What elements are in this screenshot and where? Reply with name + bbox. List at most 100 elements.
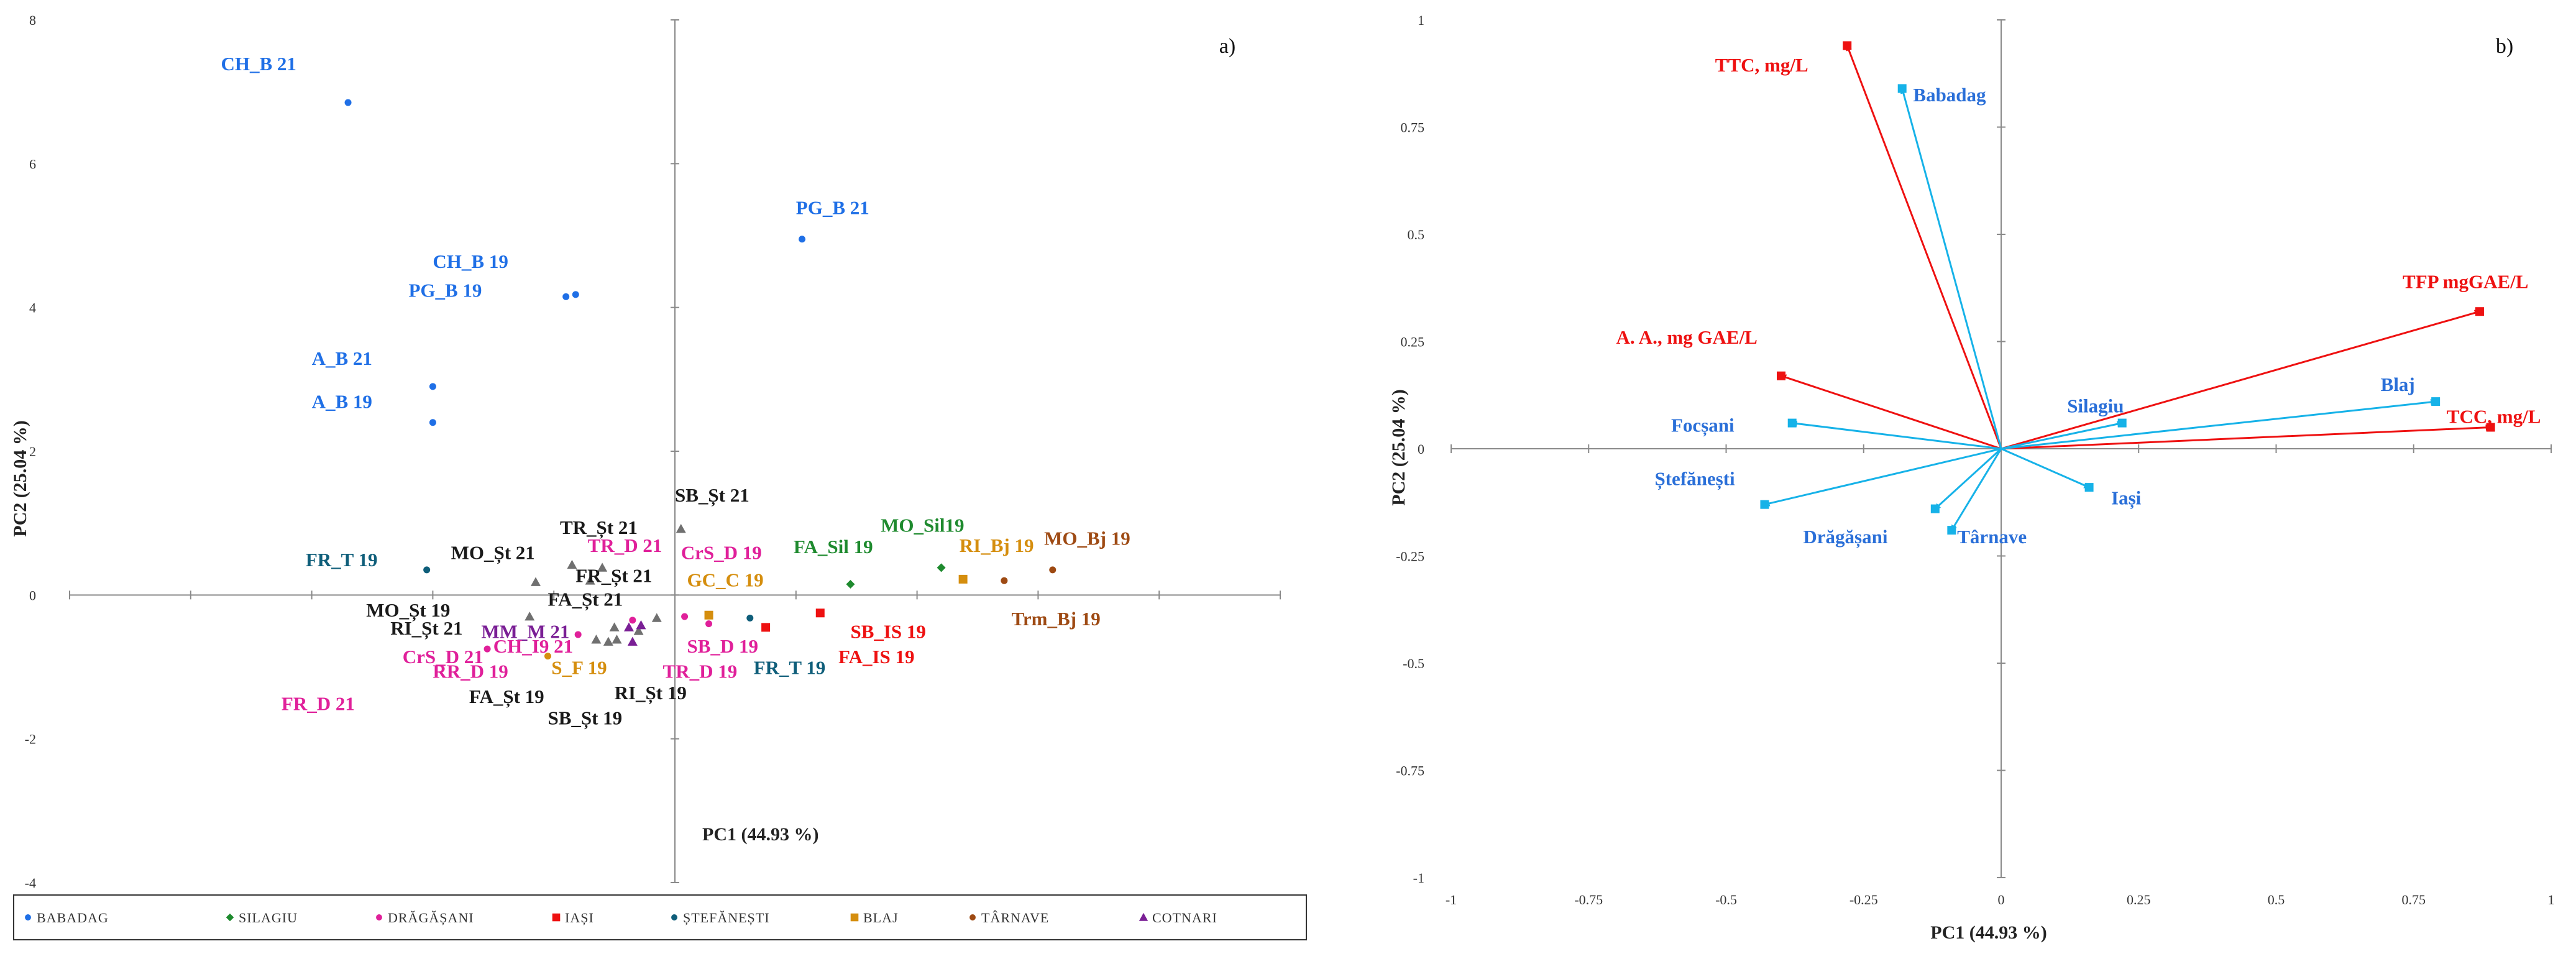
score-point	[815, 608, 825, 618]
score-point	[681, 613, 689, 620]
panel-b-x-axis-title: PC1 (44.93 %)	[1930, 922, 2047, 943]
loading-vector	[2001, 398, 2437, 450]
loading-vector	[1846, 44, 2002, 449]
panel-b-x-tick-label: 0	[1998, 892, 2005, 907]
score-point	[704, 610, 713, 620]
score-point-label: CH_I9 21	[493, 635, 573, 657]
loading-vector-endpoint	[1930, 504, 1940, 513]
score-point	[705, 620, 713, 628]
panel-a-x-axis-title: PC1 (44.93 %)	[702, 824, 818, 845]
score-point	[676, 523, 686, 533]
score-point-label: SB_D 19	[687, 635, 758, 657]
score-point	[1049, 566, 1057, 574]
legend-marker	[850, 913, 859, 922]
legend-label: SILAGIU	[239, 910, 298, 925]
score-point	[799, 236, 806, 243]
score-point-label: MO_Sil19	[881, 515, 964, 536]
panel-b-y-tick-label: 0.75	[1401, 120, 1425, 135]
score-point-label: MO_Șt 21	[451, 542, 535, 564]
panel-b-x-tick-label: -1	[1446, 892, 1457, 907]
legend-marker	[226, 913, 234, 922]
score-point-label: MM_M 21	[481, 621, 569, 643]
score-point	[612, 635, 622, 644]
loading-vector	[2001, 448, 2091, 489]
panel-b-x-tick-label: -0.25	[1849, 892, 1878, 907]
score-point	[609, 622, 620, 631]
panel-a-y-tick-label: -4	[25, 875, 36, 891]
score-point	[429, 419, 436, 426]
panel-b-x-tick-label: 1	[2548, 892, 2555, 907]
score-point-label: RR_D 19	[433, 660, 508, 682]
panel-a-y-tick-label: 4	[29, 300, 36, 316]
loading-vector-endpoint	[2084, 483, 2094, 492]
score-point	[633, 626, 644, 635]
score-point-label: FR_Șt 21	[575, 565, 652, 587]
loading-plot-svg: -1 -0.75 -0.5 -0.25 0 0.25 0.5 0.75 1 1 0.75 0.5 0.2…	[1330, 0, 2576, 961]
score-point-label: PG_B 19	[408, 279, 482, 301]
panel-a-y-tick-label: -2	[25, 732, 36, 747]
score-point-label: CH_B 19	[433, 250, 508, 272]
score-point	[530, 577, 541, 586]
legend-marker	[1139, 912, 1148, 921]
panel-a-y-tick-label: 6	[29, 156, 36, 172]
score-point-label: SB_Șt 19	[548, 707, 622, 730]
score-point	[603, 636, 613, 646]
loading-vector-label: TCC, mg/L	[2447, 406, 2541, 428]
loading-vector-label: Iași	[2111, 487, 2142, 510]
loading-vector-label: Drăgășani	[1803, 526, 1887, 548]
loading-vector-label: Blaj	[2381, 374, 2415, 395]
panel-b-y-tick-label: -0.25	[1396, 549, 1424, 564]
loading-vector	[2001, 310, 2481, 450]
score-point-label: CH_B 21	[221, 53, 296, 75]
score-point	[623, 622, 634, 631]
score-point	[572, 291, 579, 298]
loading-vector-endpoint	[1897, 84, 1907, 93]
score-point	[423, 566, 431, 574]
score-point	[574, 631, 582, 638]
panel-b-label: b)	[2496, 35, 2513, 58]
score-point-label: RI_Bj 19	[960, 535, 1034, 556]
panel-b-y-tick-label: 1	[1418, 12, 1424, 28]
panel-a-y-tick-label: 2	[29, 444, 36, 459]
loading-vector-label: Babadag	[1913, 84, 1986, 106]
score-point-label: FA_Șt 21	[548, 589, 623, 611]
score-point	[651, 613, 662, 622]
loading-vector	[2001, 421, 2124, 450]
score-point-label: S_F 19	[551, 657, 607, 679]
loading-vector	[2001, 424, 2492, 450]
legend-marker	[552, 913, 561, 922]
loading-vector-endpoint	[2486, 423, 2495, 432]
score-point-label: RI_Șt 21	[390, 617, 462, 640]
loading-vector-endpoint	[2117, 418, 2127, 428]
score-point	[525, 612, 535, 621]
panel-a-label: a)	[1219, 35, 1235, 58]
panel-b-y-tick-label: 0.5	[1408, 227, 1425, 242]
score-point	[636, 620, 646, 630]
score-point-label: FA_IS 19	[838, 646, 915, 668]
loading-vector	[1900, 87, 2002, 449]
legend-marker	[671, 914, 677, 920]
legend-box	[13, 894, 1307, 940]
loading-vector-endpoint	[1777, 371, 1785, 380]
score-point-label: Trm_Bj 19	[1012, 608, 1101, 630]
panel-b-x-tick-label: 0.25	[2127, 892, 2151, 907]
score-point-label: A_B 21	[312, 347, 372, 369]
score-point	[429, 383, 436, 390]
score-point	[591, 635, 602, 644]
loading-vector-endpoint	[1843, 41, 1852, 50]
legend-label: BLAJ	[863, 910, 899, 925]
score-point	[344, 99, 352, 106]
score-point-label: FR_T 19	[306, 549, 378, 571]
score-point-label: CrS_D 21	[403, 646, 484, 668]
panel-b-x-tick-label: -0.75	[1574, 892, 1603, 907]
score-point-label: GC_C 19	[687, 569, 763, 590]
score-point-label: SB_Șt 21	[675, 484, 749, 507]
score-point	[761, 623, 771, 632]
score-point	[484, 645, 491, 653]
panel-a-y-tick-label: 0	[29, 587, 36, 603]
legend-marker	[969, 914, 976, 920]
score-point-label: A_B 19	[312, 391, 372, 413]
loading-vector-label: Silagiu	[2067, 395, 2124, 416]
